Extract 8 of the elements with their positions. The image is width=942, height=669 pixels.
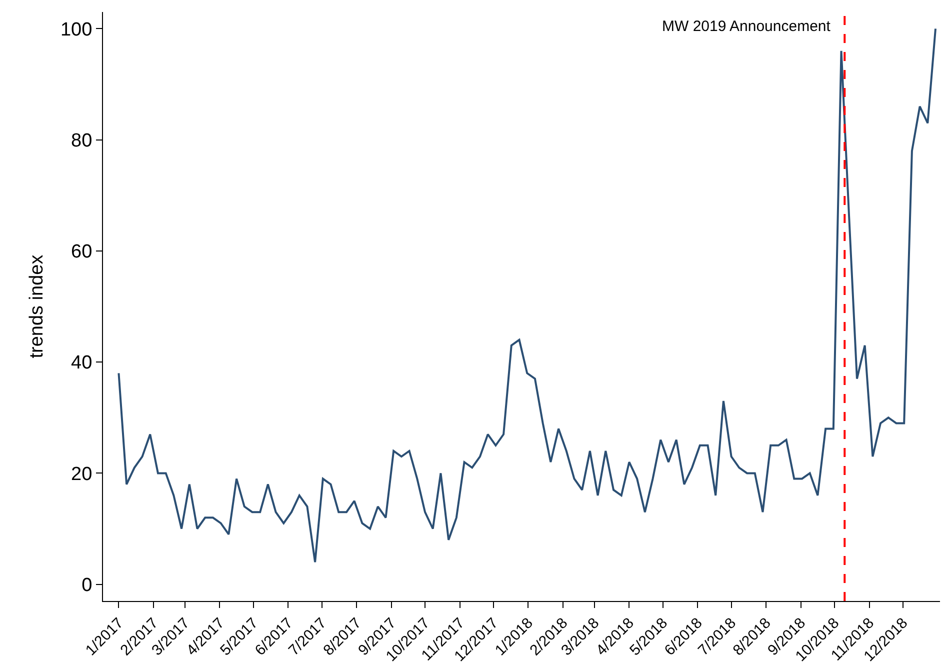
y-tick-label: 100 <box>60 19 92 40</box>
y-tick-label: 20 <box>71 464 92 485</box>
y-tick-label: 80 <box>71 130 92 152</box>
y-tick-label: 0 <box>82 574 92 596</box>
y-axis-title: trends index <box>26 254 48 358</box>
y-tick-label: 60 <box>71 242 92 263</box>
y-tick-label: 40 <box>71 352 92 374</box>
ref-line-label: MW 2019 Announcement <box>662 18 832 35</box>
